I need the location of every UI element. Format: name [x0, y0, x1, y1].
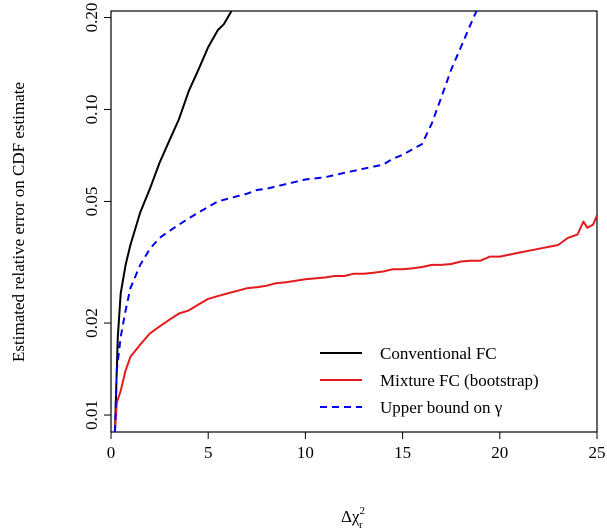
x-tick-label-4: 20 [491, 443, 508, 462]
x-tick-label-3: 15 [394, 443, 411, 462]
series-line-0 [113, 11, 233, 432]
x-axis: 0 5 10 15 20 25 [107, 432, 606, 462]
x-axis-label-sub: r [359, 519, 363, 531]
x-axis-label-main: Δχ [341, 507, 360, 526]
y-tick-label-3: 0.10 [82, 95, 101, 125]
plot-frame [110, 10, 598, 433]
series-line-2 [113, 11, 478, 432]
series-line-1 [113, 215, 597, 432]
y-axis: 0.01 0.02 0.05 0.10 0.20 [82, 3, 111, 430]
legend-label-1: Mixture FC (bootstrap) [380, 371, 539, 390]
x-axis-label-sup: 2 [359, 505, 365, 517]
y-tick-label-4: 0.20 [82, 3, 101, 33]
legend-label-2: Upper bound on γ [380, 398, 503, 417]
x-axis-label: Δχ2 r [341, 505, 365, 531]
y-tick-label-0: 0.01 [82, 400, 101, 430]
x-tick-label-1: 5 [204, 443, 213, 462]
x-tick-label-2: 10 [297, 443, 314, 462]
legend: Conventional FC Mixture FC (bootstrap) Upp… [320, 344, 539, 417]
y-tick-label-2: 0.05 [82, 187, 101, 217]
series-layer [113, 11, 597, 432]
legend-label-0: Conventional FC [380, 344, 497, 363]
y-tick-label-1: 0.02 [82, 308, 101, 338]
x-tick-label-0: 0 [107, 443, 116, 462]
x-tick-label-5: 25 [589, 443, 606, 462]
y-axis-label: Estimated relative error on CDF estimate [9, 82, 28, 362]
